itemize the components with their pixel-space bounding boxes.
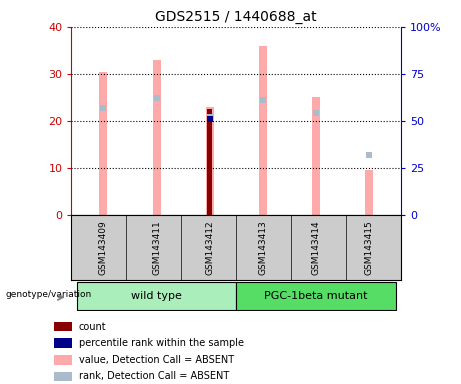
Text: value, Detection Call = ABSENT: value, Detection Call = ABSENT [78, 355, 234, 365]
FancyBboxPatch shape [236, 282, 396, 310]
Bar [259, 46, 267, 215]
FancyBboxPatch shape [77, 282, 236, 310]
Point [206, 116, 213, 122]
Bar [100, 71, 107, 215]
Title: GDS2515 / 1440688_at: GDS2515 / 1440688_at [155, 10, 317, 25]
Text: GSM143415: GSM143415 [365, 220, 374, 275]
Text: GSM143409: GSM143409 [99, 220, 108, 275]
Text: GSM143413: GSM143413 [258, 220, 267, 275]
Point [312, 110, 319, 116]
Text: PGC-1beta mutant: PGC-1beta mutant [264, 291, 368, 301]
Bar [54, 372, 72, 381]
Text: GSM143414: GSM143414 [312, 220, 320, 275]
Point [153, 95, 160, 101]
Point [366, 152, 373, 158]
Text: genotype/variation: genotype/variation [6, 290, 92, 299]
Bar [54, 355, 72, 365]
Bar [54, 338, 72, 348]
Bar [54, 322, 72, 331]
Bar [207, 109, 213, 215]
Text: wild type: wild type [131, 291, 182, 301]
Bar [312, 98, 320, 215]
Point [100, 105, 107, 111]
Bar [206, 107, 213, 215]
Text: count: count [78, 322, 106, 332]
Text: rank, Detection Call = ABSENT: rank, Detection Call = ABSENT [78, 371, 229, 381]
Bar [153, 60, 160, 215]
Text: GSM143411: GSM143411 [152, 220, 161, 275]
Text: GSM143412: GSM143412 [205, 220, 214, 275]
Bar [365, 170, 373, 215]
Point [206, 114, 213, 120]
Text: percentile rank within the sample: percentile rank within the sample [78, 338, 243, 348]
Point [259, 97, 266, 103]
